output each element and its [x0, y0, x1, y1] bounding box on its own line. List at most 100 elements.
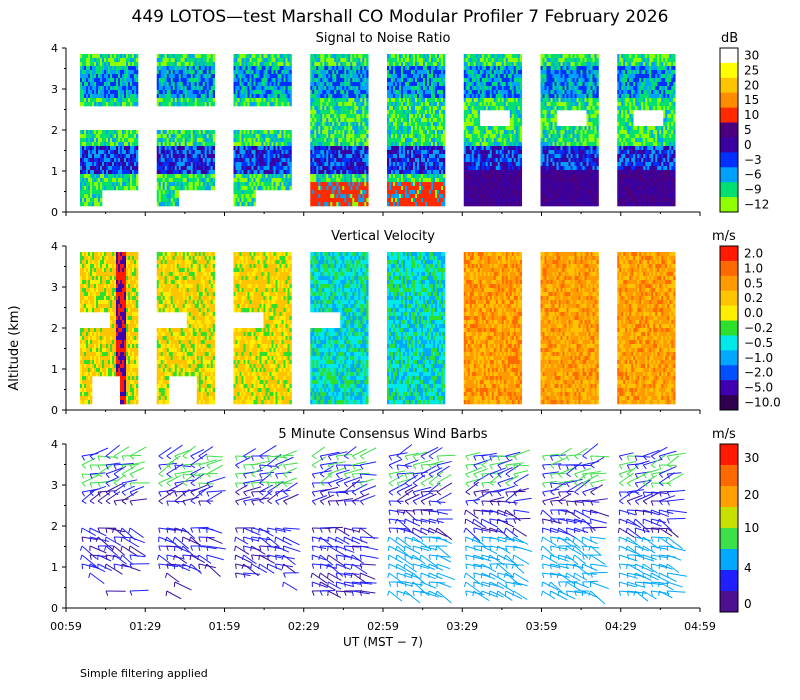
heatmap-cell	[128, 86, 131, 91]
heatmap-cell	[122, 62, 125, 67]
heatmap-cell	[342, 62, 345, 67]
heatmap-cell	[172, 190, 176, 195]
heatmap-cell	[251, 82, 254, 87]
heatmap-cell	[287, 170, 290, 175]
heatmap-cell	[114, 94, 117, 99]
heatmap-cell	[172, 78, 176, 83]
heatmap-cell	[289, 166, 292, 171]
heatmap-cell	[182, 170, 186, 175]
heatmap-cell	[198, 174, 202, 179]
heatmap-cell	[269, 130, 272, 135]
heatmap-cell	[344, 170, 347, 175]
heatmap-cell	[202, 142, 206, 147]
heatmap-cell	[279, 162, 282, 167]
heatmap-cell	[233, 54, 236, 59]
heatmap-cell	[324, 194, 327, 199]
heatmap-cell	[184, 70, 188, 75]
heatmap-cell	[401, 114, 404, 119]
heatmap-cell	[281, 66, 284, 71]
heatmap-cell	[206, 162, 210, 167]
heatmap-cell	[186, 170, 190, 175]
heatmap-cell	[178, 94, 182, 99]
heatmap-cell	[334, 82, 337, 87]
heatmap-cell	[176, 202, 180, 207]
heatmap-cell	[425, 130, 428, 135]
heatmap-cell	[241, 58, 244, 63]
heatmap-cell	[251, 162, 254, 167]
heatmap-cell	[342, 54, 345, 59]
heatmap-cell	[186, 138, 190, 143]
heatmap-cell	[168, 154, 172, 159]
heatmap-cell	[178, 86, 182, 91]
heatmap-cell	[263, 150, 266, 155]
heatmap-cell	[170, 138, 174, 143]
heatmap-cell	[112, 138, 115, 143]
heatmap-cell	[239, 198, 242, 203]
heatmap-cell	[405, 166, 408, 171]
heatmap-cell	[421, 190, 424, 195]
heatmap-cell	[393, 178, 396, 183]
heatmap-cell	[421, 194, 424, 199]
heatmap-cell	[200, 186, 204, 191]
heatmap-cell	[283, 150, 286, 155]
heatmap-cell	[417, 178, 420, 183]
heatmap-cell	[332, 102, 335, 107]
heatmap-cell	[362, 150, 365, 155]
heatmap-cell	[312, 162, 315, 167]
heatmap-cell	[344, 182, 347, 187]
heatmap-cell	[112, 178, 115, 183]
heatmap-cell	[237, 194, 240, 199]
heatmap-cell	[463, 170, 467, 175]
heatmap-cell	[437, 146, 440, 151]
heatmap-cell	[348, 126, 351, 131]
heatmap-cell	[241, 158, 244, 163]
heatmap-cell	[439, 62, 442, 67]
heatmap-cell	[334, 134, 337, 139]
heatmap-cell	[172, 74, 176, 79]
heatmap-cell	[389, 58, 392, 63]
heatmap-cell	[391, 146, 394, 151]
heatmap-cell	[94, 70, 97, 75]
heatmap-cell	[160, 74, 164, 79]
heatmap-cell	[437, 182, 440, 187]
heatmap-cell	[366, 98, 369, 103]
heatmap-cell	[118, 94, 121, 99]
heatmap-cell	[251, 166, 254, 171]
heatmap-cell	[233, 58, 236, 63]
heatmap-cell	[239, 134, 242, 139]
heatmap-cell	[397, 202, 400, 207]
heatmap-cell	[425, 102, 428, 107]
heatmap-cell	[110, 74, 113, 79]
heatmap-cell	[261, 70, 264, 75]
heatmap-cell	[271, 102, 274, 107]
heatmap-cell	[194, 86, 198, 91]
heatmap-cell	[326, 138, 329, 143]
heatmap-cell	[285, 74, 288, 79]
heatmap-cell	[322, 202, 325, 207]
heatmap-cell	[174, 54, 178, 59]
heatmap-cell	[267, 162, 270, 167]
heatmap-cell	[162, 66, 166, 71]
heatmap-cell	[204, 170, 208, 175]
heatmap-cell	[168, 62, 172, 67]
heatmap-cell	[441, 178, 444, 183]
heatmap-cell	[344, 98, 347, 103]
heatmap-cell	[417, 166, 420, 171]
heatmap-cell	[112, 150, 115, 155]
heatmap-cell	[316, 110, 319, 115]
heatmap-cell	[184, 162, 188, 167]
heatmap-cell	[443, 82, 446, 87]
heatmap-cell	[247, 74, 250, 79]
heatmap-cell	[322, 74, 325, 79]
heatmap-cell	[128, 158, 131, 163]
heatmap-cell	[320, 186, 323, 191]
heatmap-cell	[401, 74, 404, 79]
heatmap-cell	[366, 194, 369, 199]
heatmap-cell	[156, 174, 160, 179]
heatmap-cell	[120, 66, 123, 71]
heatmap-cell	[206, 166, 210, 171]
heatmap-cell	[314, 94, 317, 99]
heatmap-cell	[237, 66, 240, 71]
heatmap-cell	[255, 170, 258, 175]
heatmap-cell	[287, 90, 290, 95]
